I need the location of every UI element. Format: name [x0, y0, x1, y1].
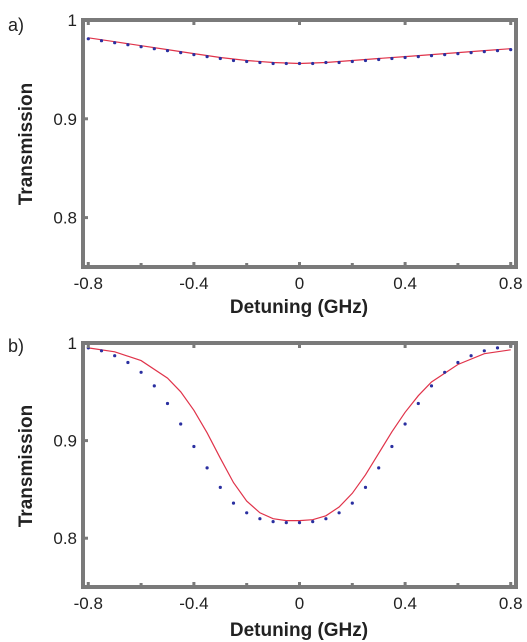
panel-b-data-point	[324, 517, 328, 521]
panel-a-fit-line	[88, 37, 511, 65]
panel-a-data-point	[482, 50, 486, 54]
panel-a-data-point	[311, 61, 315, 66]
panel-b-data-point	[113, 354, 117, 358]
panel-b-xlabel: Detuning (GHz)	[230, 620, 368, 641]
panel-a-xtick-label: 0	[295, 274, 304, 293]
panel-b-data-point	[363, 485, 368, 489]
panel-a: a) -0.8 -0.4 0 0.4 0.8 0.8 0.9 1 Detuning (GHz)…	[8, 11, 523, 318]
panel-a-data-point	[363, 58, 368, 63]
panel-a-data-point	[231, 58, 236, 63]
panel-b-data-point	[469, 354, 473, 358]
panel-a-data-point	[469, 51, 473, 55]
panel-a-data-point	[152, 47, 156, 51]
panel-b-data-point	[350, 501, 354, 505]
panel-a-data-point	[192, 53, 196, 57]
panel-a-data-point	[297, 61, 302, 66]
panel-b-ticks: -0.8 -0.4 0 0.4 0.8 0.8 0.9 1	[53, 334, 522, 613]
panel-a-data-point	[284, 61, 288, 66]
panel-b-data-point	[271, 520, 275, 524]
panel-a-ytick-label: 1	[68, 11, 77, 30]
panel-a-ylabel: Transmission	[16, 83, 37, 206]
panel-a-data-point	[218, 56, 222, 61]
panel-b-ytick-label: 1	[68, 334, 77, 353]
panel-a-data-point	[271, 61, 275, 66]
panel-a-xlabel: Detuning (GHz)	[230, 297, 368, 318]
panel-b-data-point	[377, 466, 381, 470]
panel-b-ylabel: Transmission	[16, 405, 37, 528]
panel-a-data-point	[126, 43, 130, 47]
panel-b-label: b)	[8, 336, 24, 356]
panel-b-data-point	[443, 370, 447, 374]
panel-b: b) -0.8 -0.4 0 0.4 0.8 0.8 0.9 1 Detuning (GHz)…	[8, 334, 523, 641]
panel-b-data-point	[165, 401, 170, 406]
panel-a-data-point	[456, 52, 460, 56]
panel-b-data-point	[390, 444, 394, 449]
panel-a-data-point	[324, 60, 328, 65]
panel-a-data-point	[443, 53, 447, 57]
panel-a-label: a)	[8, 15, 24, 35]
panel-b-marks	[86, 344, 513, 525]
panel-a-data-point	[350, 59, 354, 64]
panel-b-data-point	[337, 511, 341, 515]
panel-a-data-point	[205, 55, 209, 59]
panel-a-marks	[86, 37, 513, 66]
panel-b-frame	[81, 341, 518, 589]
panel-a-data-point	[416, 55, 420, 59]
panel-b-data-point	[456, 360, 460, 365]
panel-b-data-point	[179, 422, 183, 426]
panel-b-data-point	[429, 384, 434, 388]
panel-b-xtick-label: 0.4	[393, 594, 417, 613]
panel-a-data-point	[258, 60, 262, 65]
panel-a-xtick-label: 0.8	[499, 274, 523, 293]
panel-a-data-point	[179, 51, 183, 55]
panel-a-data-point	[337, 60, 341, 65]
panel-b-data-point	[126, 360, 130, 365]
panel-b-data-point	[192, 444, 196, 449]
panel-b-data-point	[205, 466, 209, 470]
panel-b-data-point	[495, 346, 500, 350]
panel-a-xtick-label: 0.4	[393, 274, 417, 293]
panel-b-data-point	[311, 520, 315, 524]
panel-b-data-point	[297, 521, 302, 525]
panel-a-data-point	[86, 37, 90, 41]
panel-b-data-point	[416, 401, 420, 406]
panel-b-data-point	[284, 521, 288, 525]
panel-a-data-point	[245, 59, 249, 64]
panel-b-data-point	[231, 501, 236, 505]
panel-b-data-point	[258, 517, 262, 521]
panel-b-data-point	[139, 370, 143, 374]
panel-a-ytick-label: 0.9	[53, 110, 77, 129]
panel-b-data-point	[218, 485, 222, 489]
panel-b-ytick-label: 0.8	[53, 529, 77, 548]
panel-a-xtick-label: -0.8	[74, 274, 103, 293]
panel-a-data-point	[139, 45, 143, 49]
panel-a-frame	[81, 18, 518, 269]
panel-b-xtick-label: -0.8	[74, 594, 103, 613]
panel-b-data-point	[152, 384, 156, 388]
panel-b-xtick-label: 0.8	[499, 594, 523, 613]
panel-a-data-point	[377, 57, 381, 62]
panel-b-data-point	[482, 349, 486, 353]
panel-a-data-point	[99, 39, 104, 43]
panel-a-data-point	[390, 56, 394, 61]
panel-b-ytick-label: 0.9	[53, 432, 77, 451]
panel-a-data-point	[165, 49, 170, 53]
panel-a-data-point	[509, 48, 513, 52]
panel-b-xtick-label: 0	[295, 594, 304, 613]
panel-a-data-point	[113, 41, 117, 45]
panel-b-fit-line	[88, 347, 511, 522]
panel-a-xtick-label: -0.4	[179, 274, 208, 293]
panel-b-data-point	[245, 511, 249, 515]
panel-b-data-point	[403, 422, 407, 426]
panel-a-data-point	[403, 55, 407, 60]
panel-a-data-point	[495, 49, 500, 53]
panel-b-xtick-label: -0.4	[179, 594, 208, 613]
panel-a-ticks: -0.8 -0.4 0 0.4 0.8 0.8 0.9 1	[53, 11, 522, 293]
panel-a-ytick-label: 0.8	[53, 209, 77, 228]
panel-b-data-point	[99, 349, 104, 353]
panel-a-data-point	[429, 54, 434, 58]
